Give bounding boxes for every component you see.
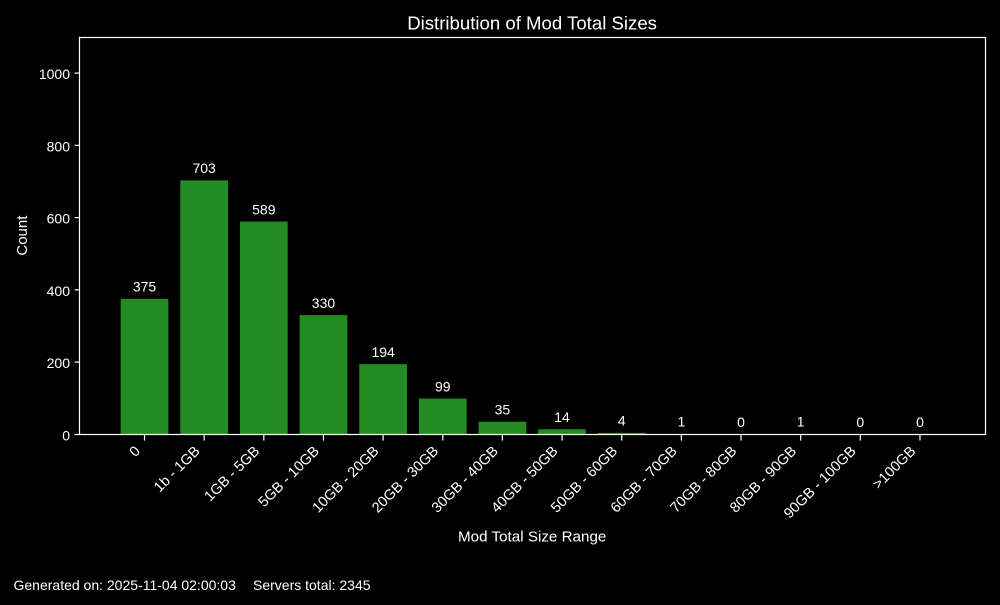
svg-text:1: 1 bbox=[677, 414, 685, 430]
svg-text:400: 400 bbox=[47, 283, 71, 299]
svg-text:99: 99 bbox=[435, 378, 451, 394]
svg-text:0: 0 bbox=[62, 427, 70, 443]
svg-text:703: 703 bbox=[192, 160, 216, 176]
svg-text:600: 600 bbox=[47, 211, 71, 227]
svg-text:Mod Total Size Range: Mod Total Size Range bbox=[458, 528, 606, 545]
svg-text:1000: 1000 bbox=[39, 66, 70, 82]
svg-text:35: 35 bbox=[495, 401, 511, 417]
svg-text:0: 0 bbox=[856, 414, 864, 430]
svg-text:1: 1 bbox=[797, 414, 805, 430]
svg-text:330: 330 bbox=[312, 295, 336, 311]
svg-text:4: 4 bbox=[618, 413, 626, 429]
svg-text:0: 0 bbox=[737, 414, 745, 430]
svg-text:375: 375 bbox=[133, 279, 157, 295]
svg-text:Generated on: 2025-11-04 02:00: Generated on: 2025-11-04 02:00:03 bbox=[14, 577, 237, 593]
svg-text:Distribution of Mod Total Size: Distribution of Mod Total Sizes bbox=[407, 12, 657, 33]
svg-text:194: 194 bbox=[371, 344, 395, 360]
svg-text:0: 0 bbox=[916, 414, 924, 430]
svg-text:200: 200 bbox=[47, 355, 71, 371]
svg-text:14: 14 bbox=[554, 409, 570, 425]
svg-text:589: 589 bbox=[252, 201, 276, 217]
svg-text:800: 800 bbox=[47, 138, 71, 154]
svg-text:Count: Count bbox=[14, 215, 31, 256]
svg-text:Servers total: 2345: Servers total: 2345 bbox=[253, 577, 371, 593]
